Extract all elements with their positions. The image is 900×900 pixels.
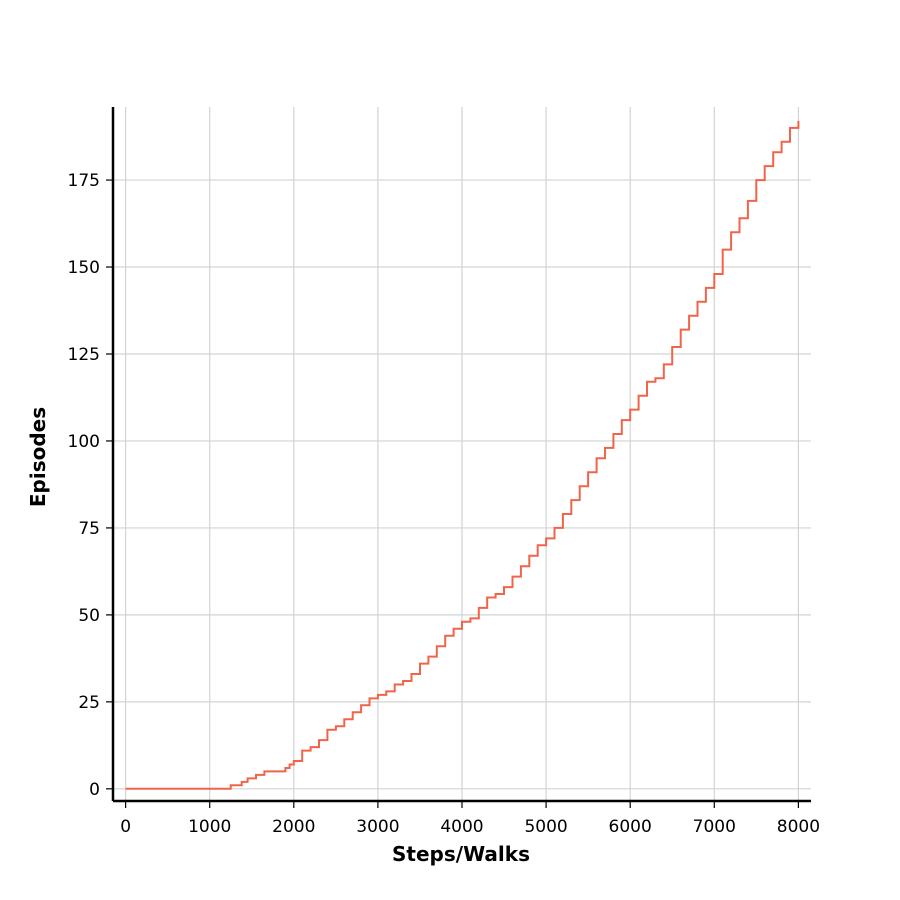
x-tick-label: 6000	[609, 817, 652, 837]
grid-lines	[113, 107, 811, 801]
y-tick-label: 100	[68, 432, 100, 452]
y-tick-label: 175	[68, 171, 100, 191]
y-tick-label: 150	[68, 258, 100, 278]
x-tick-label: 8000	[777, 817, 820, 837]
x-tick-label: 1000	[188, 817, 231, 837]
x-tick-label: 4000	[440, 817, 483, 837]
x-tick-label: 5000	[524, 817, 567, 837]
y-tick-label: 75	[78, 519, 100, 539]
series-line-layer	[125, 120, 800, 790]
x-tick-label: 7000	[693, 817, 736, 837]
y-tick-label: 50	[78, 606, 100, 626]
x-axis-title: Steps/Walks	[392, 842, 530, 866]
episodes-series-line	[125, 120, 800, 790]
y-axis-title: Episodes	[26, 407, 50, 507]
x-tick-label: 3000	[356, 817, 399, 837]
x-tick-label: 0	[120, 817, 131, 837]
ticks: 0 1000 2000 3000 4000 5000 6000 7000 8000 0 25 50 75…	[68, 171, 820, 837]
x-tick-label: 2000	[272, 817, 315, 837]
y-tick-label: 125	[68, 345, 100, 365]
y-tick-label: 25	[78, 693, 100, 713]
y-tick-label: 0	[89, 780, 100, 800]
